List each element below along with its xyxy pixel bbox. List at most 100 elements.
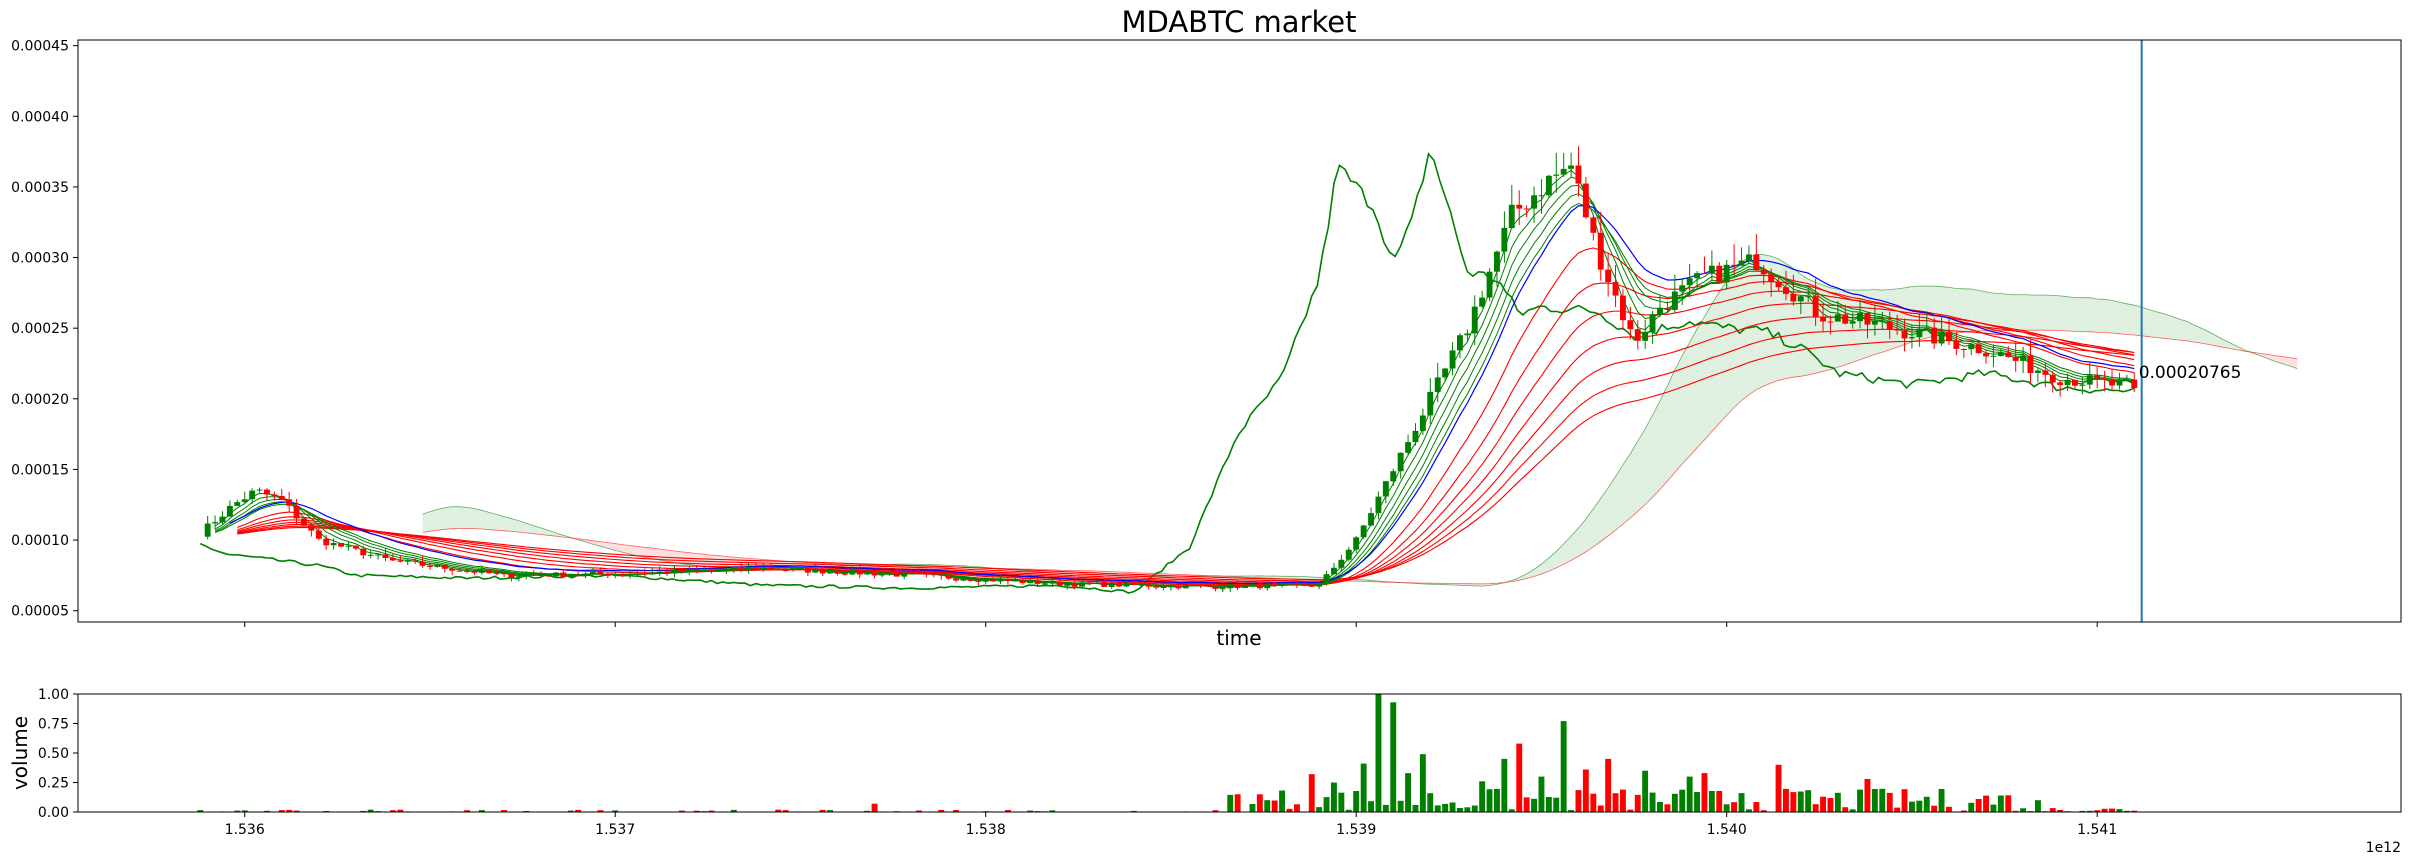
candle-body [1042,583,1048,585]
cloud-segment [437,507,445,531]
candle-body [1634,329,1641,341]
candle-body [1286,583,1293,585]
candle-body [308,525,315,531]
cloud-segment [1986,291,1994,331]
candle-body [1783,287,1789,294]
volume-bar [1879,788,1886,812]
volume-bar [2049,808,2056,812]
cloud-segment [2208,331,2216,346]
candle-body [278,496,285,500]
candle-body [1138,584,1145,586]
candle-body [1034,580,1041,584]
candle-body [1723,264,1730,283]
candle-body [1516,204,1523,209]
candle-body [1679,285,1686,292]
candle-body [945,575,952,579]
candle-body [1405,442,1411,453]
blue-ma-line [229,204,2135,585]
candle-body [1301,584,1308,586]
volume-bar [1316,807,1323,812]
volume-bar [1968,802,1975,812]
candle-body [1968,344,1975,350]
candle-body [360,548,367,556]
candle-body [404,560,411,562]
candle-body [708,569,715,571]
price-x-axis [244,622,2098,627]
candle-body [1849,321,1856,324]
candle-body [575,575,582,577]
volume-bar [1486,789,1493,812]
candle-body [1731,264,1737,266]
candle-body [375,554,381,556]
candle-body [2012,356,2019,361]
candle-body [1219,588,1226,590]
cloud-segment [1623,453,1631,524]
candle-body [2035,370,2041,373]
candle-body [1331,567,1337,575]
candle-body [1227,584,1234,589]
candle-body [1056,581,1063,586]
volume-bar [2079,810,2086,812]
candle-body [1901,330,1908,339]
volume-bar [2123,810,2130,812]
price-y-tick-label: 0.00030 [11,251,69,267]
cloud-segment [2260,353,2268,359]
volume-bar [1790,792,1797,812]
candle-body [1827,321,1834,323]
volume-bar [1871,789,1878,812]
cloud-segment [1608,476,1616,536]
candle-body [1360,525,1367,538]
candle-body [1708,265,1715,274]
cloud-segment [1823,285,1831,372]
volume-bar [1694,792,1700,812]
candle-body [938,574,945,576]
volume-bar [575,809,582,812]
cloud-segment [1697,316,1705,448]
candle-body [2116,380,2123,386]
candle-body [2079,384,2086,386]
volume-y-tick-label: 0.75 [38,717,69,733]
candle-body [1353,537,1360,550]
volume-bar [1508,809,1515,812]
cloud-segment [2075,297,2083,332]
candle-body [464,570,470,572]
candle-body [1168,585,1174,588]
volume-bar [1471,805,1478,812]
volume-bar [819,809,826,812]
candle-body [2101,378,2108,380]
candle-body [397,560,404,562]
candle-body [1834,314,1841,322]
volume-bar [1397,800,1404,812]
candle-body [271,494,278,496]
candle-body [2020,355,2026,361]
candle-body [1553,174,1560,176]
candle-body [315,530,322,539]
candle-body [775,569,782,571]
volume-y-tick-label: 0.25 [38,776,69,792]
candle-body [264,489,270,495]
volume-bar [1805,790,1812,812]
candle-body [2086,375,2093,385]
cloud-segment [2171,316,2179,340]
candle-body [1427,391,1434,416]
candle-body [1249,584,1256,586]
cloud-segment [2045,295,2053,331]
candle-body [553,572,559,577]
candle-body [434,565,441,567]
candle-body [967,579,974,581]
volume-bar [1331,782,1337,812]
price-panel-frame [77,39,2402,623]
candle-body [1671,291,1678,310]
volume-bar [1842,807,1849,812]
candle-body [1368,513,1374,526]
candle-body [219,516,226,523]
candle-body [627,574,633,576]
price-y-tick-label: 0.00040 [11,109,69,125]
candle-body [1464,333,1471,336]
price-panel: 0.00005 0.00010 0.00015 0.00020 0.00025 0.000… [11,5,2402,650]
candle-body [1486,271,1493,298]
volume-bar [1271,800,1278,812]
volume-bar [1523,797,1530,812]
